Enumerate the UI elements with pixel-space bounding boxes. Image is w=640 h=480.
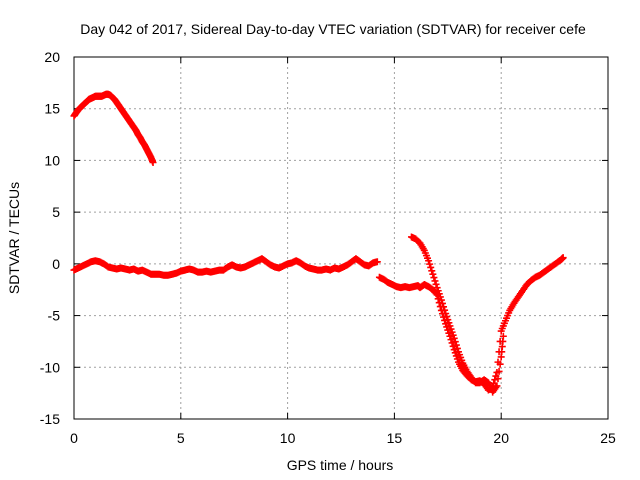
data-point xyxy=(427,263,435,271)
data-point xyxy=(440,303,448,311)
data-point xyxy=(494,375,502,383)
data-point xyxy=(438,299,446,307)
data-point xyxy=(447,336,455,344)
data-point xyxy=(493,382,501,390)
x-axis-label: GPS time / hours xyxy=(287,457,394,473)
y-axis-label: SDTVAR / TECUs xyxy=(6,182,22,294)
data-point xyxy=(453,344,461,352)
data-point xyxy=(441,306,449,314)
data-point xyxy=(451,338,459,346)
data-point xyxy=(559,254,567,262)
data-point xyxy=(437,296,445,304)
series-segment-drop xyxy=(407,233,507,396)
data-point xyxy=(149,158,157,166)
grid xyxy=(74,57,608,419)
x-tick-label: 15 xyxy=(387,430,403,446)
data-point xyxy=(429,270,437,278)
chart-title: Day 042 of 2017, Sidereal Day-to-day VTE… xyxy=(80,21,586,37)
data-points xyxy=(70,90,567,396)
y-tick-label: 10 xyxy=(44,152,60,168)
x-tick-label: 20 xyxy=(493,430,509,446)
data-point xyxy=(430,274,438,282)
data-point xyxy=(446,332,454,340)
y-tick-label: 0 xyxy=(52,256,60,272)
x-tick-label: 0 xyxy=(70,430,78,446)
data-point xyxy=(495,367,503,375)
axis-ticks xyxy=(73,56,609,420)
data-point xyxy=(499,332,507,340)
y-tick-label: -15 xyxy=(40,411,60,427)
x-tick-label: 5 xyxy=(177,430,185,446)
series-segment-upper xyxy=(70,90,157,166)
y-tick-label: 20 xyxy=(44,49,60,65)
y-tick-label: 15 xyxy=(44,101,60,117)
data-point xyxy=(432,280,440,288)
data-point xyxy=(449,342,457,350)
data-point xyxy=(491,376,499,384)
y-tick-labels: -15 -10 -5 0 5 10 15 20 xyxy=(40,49,60,427)
data-point xyxy=(425,257,433,265)
x-tick-labels: 0 5 10 15 20 25 xyxy=(70,430,616,446)
series-segment-baseline xyxy=(70,255,381,279)
data-point xyxy=(496,360,504,368)
plot-frame xyxy=(73,56,609,420)
data-point xyxy=(426,260,434,268)
data-point xyxy=(431,277,439,285)
y-tick-label: 5 xyxy=(52,204,60,220)
data-point xyxy=(452,341,460,349)
x-tick-label: 10 xyxy=(280,430,296,446)
x-tick-label: 25 xyxy=(600,430,616,446)
data-point xyxy=(450,334,458,342)
y-tick-label: -5 xyxy=(48,308,61,324)
y-tick-label: -10 xyxy=(40,359,60,375)
data-point xyxy=(448,339,456,347)
data-point xyxy=(373,258,381,266)
data-point xyxy=(428,267,436,275)
